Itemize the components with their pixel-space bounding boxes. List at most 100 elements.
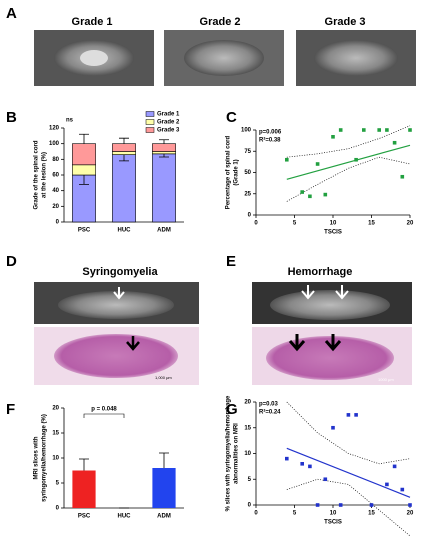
- x-tick-label: 20: [407, 221, 414, 227]
- panel-label: E: [226, 253, 236, 270]
- point: [392, 140, 397, 145]
- point: [323, 477, 328, 482]
- x-tick-label: 10: [330, 221, 337, 227]
- x-tick-label: 15: [368, 511, 375, 517]
- panel-label: C: [226, 109, 237, 126]
- point: [300, 462, 304, 466]
- image-title: Grade 2: [200, 16, 241, 28]
- x-axis-label: TSCIS: [324, 230, 342, 236]
- confidence-band: [286, 125, 411, 158]
- point: [338, 503, 343, 507]
- x-tick-label: PSC: [78, 514, 91, 520]
- cord: [54, 334, 178, 378]
- panel-label: A: [6, 5, 17, 22]
- y-tick-label: 100: [241, 128, 252, 134]
- y-tick-label: 0: [56, 220, 60, 226]
- bar-segment: [72, 164, 96, 176]
- arrow: [126, 336, 140, 351]
- cord: [58, 291, 174, 319]
- y-axis-label: Grade of the spinal cord: [34, 140, 40, 209]
- annotation: p = 0.048: [91, 407, 117, 413]
- y-tick-label: 15: [244, 425, 251, 431]
- image-title: Grade 1: [72, 16, 113, 28]
- bar-segment: [112, 143, 136, 152]
- image-title: Syringomyelia: [82, 266, 158, 278]
- x-tick-label: ADM: [157, 514, 171, 520]
- panel-label: B: [6, 109, 17, 126]
- error-bar: [79, 175, 89, 185]
- point: [354, 157, 358, 162]
- point: [385, 482, 389, 487]
- bar-segment: [112, 151, 136, 155]
- y-tick-label: 5: [248, 477, 252, 483]
- error-bar: [79, 133, 89, 144]
- point: [308, 464, 312, 469]
- point: [331, 425, 335, 430]
- annotation: ns: [66, 118, 74, 124]
- bar-segment: [112, 154, 136, 223]
- point: [315, 503, 320, 507]
- legend-label: Grade 1: [157, 112, 180, 118]
- y-tick-label: 15: [52, 431, 59, 437]
- point: [323, 192, 328, 197]
- point: [408, 503, 412, 507]
- point: [300, 190, 304, 194]
- arrow: [113, 287, 125, 300]
- regression-line: [286, 144, 411, 180]
- bar-segment: [72, 143, 96, 166]
- x-tick-label: 5: [293, 511, 297, 517]
- y-tick-label: 20: [52, 406, 59, 412]
- point: [362, 128, 366, 132]
- panel-label: F: [6, 401, 15, 418]
- point: [385, 128, 389, 132]
- mri-images: [34, 30, 416, 86]
- x-tick-label: 20: [407, 511, 414, 517]
- significance-bracket: [83, 413, 125, 418]
- error-bar: [159, 452, 169, 468]
- point: [400, 487, 405, 492]
- arrow: [301, 285, 349, 300]
- y-tick-label: 75: [244, 149, 251, 155]
- y-axis-label: % slices with syringomyelia/hemorrhage: [226, 395, 232, 511]
- legend-swatch: [145, 119, 155, 125]
- point: [346, 413, 351, 417]
- x-tick-label: 0: [254, 221, 258, 227]
- y-tick-label: 10: [244, 451, 251, 457]
- cord: [184, 40, 264, 76]
- legend-swatch: [145, 111, 155, 117]
- bar: [152, 468, 176, 508]
- y-tick-label: 20: [52, 204, 59, 210]
- annotation: R²=0.38: [259, 137, 281, 144]
- error-bar: [119, 137, 129, 144]
- grey-matter: [80, 50, 108, 66]
- cord: [270, 290, 390, 320]
- error-bar: [159, 153, 169, 158]
- regression-line: [286, 447, 411, 498]
- y-tick-label: 20: [244, 400, 251, 406]
- point: [392, 464, 397, 469]
- annotation: p=0.03: [259, 402, 279, 408]
- bar-segment: [152, 153, 176, 223]
- x-tick-label: ADM: [157, 228, 171, 234]
- y-tick-label: 10: [52, 456, 59, 462]
- x-tick-label: HUC: [118, 514, 132, 520]
- x-tick-label: 15: [368, 221, 375, 227]
- image-title: Hemorrhage: [288, 266, 353, 278]
- x-tick-label: HUC: [118, 228, 132, 234]
- point: [369, 503, 374, 507]
- y-tick-label: 0: [56, 506, 60, 512]
- point: [331, 135, 335, 139]
- y-axis-label: abnormalities on MRI: [234, 423, 240, 484]
- arrow: [288, 334, 342, 352]
- confidence-band: [286, 156, 411, 202]
- y-tick-label: 5: [56, 481, 60, 487]
- point: [408, 128, 412, 132]
- point: [285, 157, 289, 162]
- y-tick-label: 40: [52, 188, 59, 194]
- point: [308, 194, 312, 199]
- y-tick-label: 0: [248, 213, 252, 219]
- cord: [314, 40, 398, 76]
- scale-bar: 1000 μm: [378, 377, 394, 382]
- legend-label: Grade 3: [157, 128, 180, 134]
